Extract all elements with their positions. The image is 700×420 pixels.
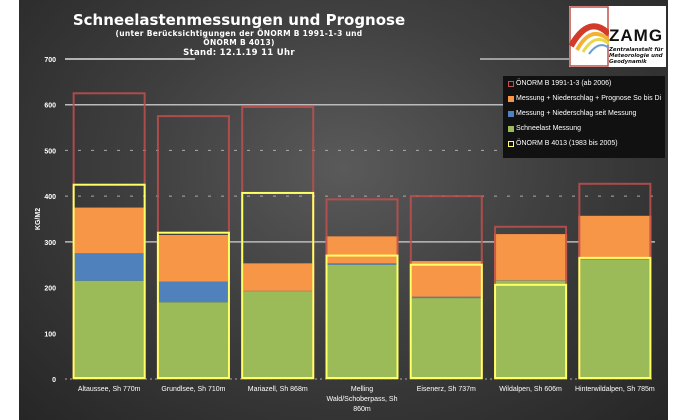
outline-oenorm-4013 — [494, 283, 568, 380]
legend-item: ÖNORM B 1991-1-3 (ab 2006) — [508, 80, 611, 87]
bar-schneelast-messung — [578, 259, 652, 379]
bar-niederschlag-seit-messung — [72, 253, 146, 281]
bar-group-2: Mariazell, Sh 868m — [241, 106, 315, 393]
bar-group-6: Hinterwildalpen, Sh 785m — [575, 182, 655, 393]
bar-prognose — [241, 263, 315, 291]
outline-oenorm-4013 — [241, 191, 315, 379]
bar-prognose — [494, 234, 568, 281]
bar-group-0: Altaussee, Sh 770m — [72, 92, 146, 393]
legend-label: Messung + Niederschlag seit Messung — [516, 110, 637, 117]
x-tick-label: Melling — [351, 386, 373, 393]
bar-schneelast-messung — [409, 298, 483, 379]
legend-item: Messung + Niederschlag seit Messung — [508, 110, 636, 117]
x-tick-label: Wald/Schoberpass, Sh — [327, 396, 398, 403]
bar-niederschlag-seit-messung — [156, 281, 230, 303]
y-tick-label: 300 — [44, 240, 56, 247]
x-tick-label: Grundlsee, Sh 710m — [161, 386, 225, 393]
zamg-logo: ZAMG Zentralanstalt für Meteorologie und… — [569, 6, 666, 67]
y-tick-label: 600 — [44, 103, 56, 110]
logo-text: ZAMG — [609, 26, 664, 45]
bar-niederschlag-seit-messung — [325, 263, 399, 265]
x-tick-label: Wildalpen, Sh 606m — [499, 386, 562, 393]
bar-niederschlag-seit-messung — [409, 296, 483, 299]
y-tick-label: 100 — [44, 331, 56, 338]
x-tick-label: 860m — [353, 406, 371, 413]
bar-schneelast-messung — [241, 290, 315, 379]
logo-subtext: Zentralanstalt für Meteorologie und Geod… — [609, 47, 663, 65]
bar-group-5: Wildalpen, Sh 606m — [494, 225, 568, 393]
outline-oenorm-4013 — [409, 263, 483, 380]
bar-schneelast-messung — [72, 280, 146, 379]
logo-line1: Zentralanstalt für — [609, 47, 664, 53]
logo-line2: Meteorologie und — [609, 53, 663, 59]
bar-group-3: Melling Wald/Schoberpass, Sh 860m — [325, 198, 399, 413]
legend-item: ÖNORM B 4013 (1983 bis 2005) — [508, 140, 618, 147]
bar-group-1: Grundlsee, Sh 710m — [156, 115, 230, 393]
chart-stand: Stand: 12.1.19 11 Uhr — [183, 48, 295, 58]
logo-line3: Geodynamik — [609, 59, 647, 65]
legend-label: Schneelast Messung — [516, 125, 581, 132]
bar-prognose — [325, 236, 399, 264]
legend-label: ÖNORM B 4013 (1983 bis 2005) — [516, 140, 618, 147]
x-tick-label: Mariazell, Sh 868m — [248, 386, 308, 393]
legend-label: ÖNORM B 1991-1-3 (ab 2006) — [516, 80, 612, 87]
legend-label: Messung + Niederschlag + Prognose So bis… — [516, 95, 662, 102]
legend-item: Schneelast Messung — [508, 125, 581, 132]
y-axis-label: KG/M2 — [35, 208, 42, 230]
x-tick-label: Eisenerz, Sh 737m — [417, 386, 476, 393]
bar-group-4: Eisenerz, Sh 737m — [409, 195, 483, 393]
outline-oenorm-4013 — [578, 256, 652, 380]
chart-title: Schneelastenmessungen und Prognose — [72, 11, 406, 29]
bar-schneelast-messung — [494, 280, 568, 379]
bar-prognose — [578, 215, 652, 260]
chart-subtitle-line2: ÖNORM B 4013) — [203, 38, 275, 47]
bar-schneelast-messung — [325, 264, 399, 379]
outline-oenorm-4013 — [325, 254, 399, 379]
y-tick-label: 0 — [52, 377, 56, 384]
bar-schneelast-messung — [156, 302, 230, 379]
y-tick-label: 200 — [44, 286, 56, 293]
legend: ÖNORM B 1991-1-3 (ab 2006) Messung + Nie… — [503, 76, 665, 158]
legend-item: Messung + Niederschlag + Prognose So bis… — [508, 95, 661, 102]
bar-prognose — [409, 261, 483, 297]
y-tick-label: 400 — [44, 194, 56, 201]
bar-prognose — [156, 235, 230, 282]
outline-oenorm-4013 — [156, 231, 230, 379]
y-tick-label: 700 — [44, 57, 56, 64]
outline-oenorm-4013 — [72, 183, 146, 379]
x-tick-label: Altaussee, Sh 770m — [78, 386, 141, 393]
y-tick-label: 500 — [44, 148, 56, 155]
bar-prognose — [72, 207, 146, 254]
x-tick-label: Hinterwildalpen, Sh 785m — [575, 386, 655, 393]
chart-subtitle-line1: (unter Berücksichtigungen der ÖNORM B 19… — [115, 29, 363, 38]
rainbow-logo-icon — [569, 6, 609, 67]
